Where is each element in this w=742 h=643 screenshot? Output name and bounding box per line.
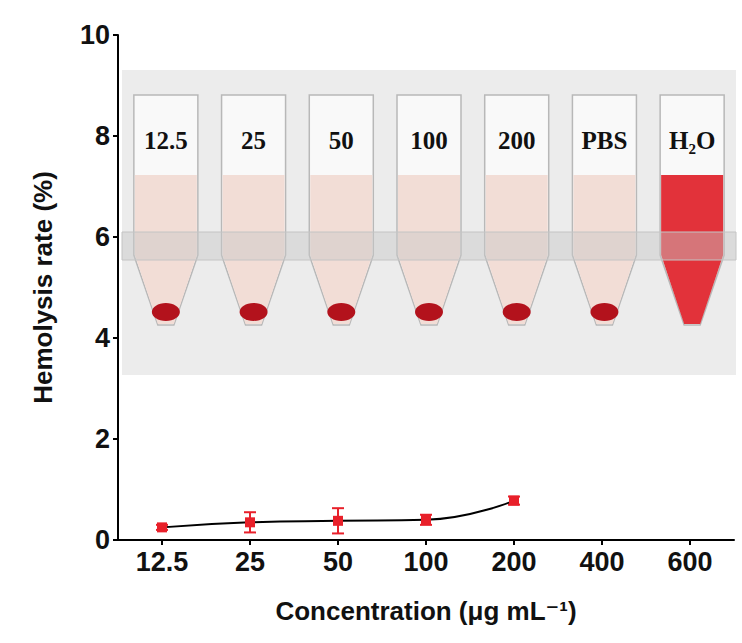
svg-text:200: 200 [491, 547, 536, 577]
svg-text:25: 25 [241, 127, 266, 154]
svg-text:200: 200 [498, 127, 536, 154]
svg-text:100: 100 [403, 547, 448, 577]
svg-text:Concentration (μg mL⁻¹): Concentration (μg mL⁻¹) [275, 596, 576, 626]
svg-text:PBS: PBS [581, 127, 627, 154]
svg-text:25: 25 [235, 547, 265, 577]
svg-text:400: 400 [579, 547, 624, 577]
svg-text:H₂O: H₂O [669, 127, 715, 154]
svg-text:6: 6 [95, 222, 110, 252]
svg-text:50: 50 [323, 547, 353, 577]
svg-text:12.5: 12.5 [136, 547, 189, 577]
svg-text:600: 600 [667, 547, 712, 577]
svg-text:Hemolysis rate (%): Hemolysis rate (%) [28, 171, 58, 404]
svg-text:2: 2 [95, 424, 110, 454]
svg-text:12.5: 12.5 [144, 127, 188, 154]
svg-text:10: 10 [80, 20, 110, 50]
svg-text:0: 0 [95, 525, 110, 555]
svg-text:100: 100 [410, 127, 448, 154]
svg-text:8: 8 [95, 121, 110, 151]
svg-text:4: 4 [95, 323, 110, 353]
svg-text:50: 50 [329, 127, 354, 154]
